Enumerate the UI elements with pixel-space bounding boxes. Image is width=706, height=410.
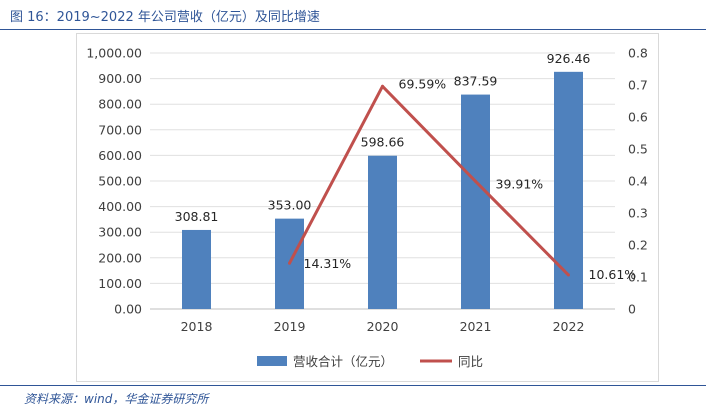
revenue-bar-label: 837.59 <box>454 74 498 89</box>
y-left-tick-label: 800.00 <box>98 97 142 112</box>
legend-bar-label: 营收合计（亿元） <box>293 354 393 369</box>
revenue-bar-label: 308.81 <box>175 209 219 224</box>
y-right-tick-label: 0.6 <box>628 110 648 125</box>
y-left-tick-label: 200.00 <box>98 250 142 265</box>
y-right-tick-label: 0.5 <box>628 142 648 157</box>
y-left-tick-label: 300.00 <box>98 225 142 240</box>
yoy-growth-point <box>288 261 291 265</box>
legend-bar-swatch <box>257 356 287 366</box>
revenue-bar-label: 353.00 <box>268 198 312 213</box>
bottom-rule <box>0 385 706 386</box>
figure-source: 资料来源：wind，华金证券研究所 <box>24 392 209 406</box>
revenue-bar <box>554 71 583 310</box>
y-right-tick-label: 0.4 <box>628 174 648 189</box>
y-left-tick-label: 0.00 <box>114 302 142 317</box>
yoy-growth-point <box>381 84 384 88</box>
x-tick-label: 2022 <box>553 319 585 334</box>
y-right-tick-label: 0.8 <box>628 46 648 61</box>
yoy-growth-point <box>567 273 570 277</box>
x-tick-label: 2021 <box>460 319 492 334</box>
yoy-growth-point <box>474 179 477 183</box>
x-tick-label: 2018 <box>181 319 213 334</box>
yoy-growth-label: 14.31% <box>304 256 352 271</box>
y-right-tick-label: 0.1 <box>628 270 648 285</box>
y-left-tick-label: 700.00 <box>98 122 142 137</box>
yoy-growth-label: 10.61% <box>589 267 637 282</box>
x-tick-label: 2020 <box>367 319 399 334</box>
y-left-tick-label: 500.00 <box>98 174 142 189</box>
y-right-tick-label: 0.2 <box>628 238 648 253</box>
y-left-tick-label: 600.00 <box>98 148 142 163</box>
yoy-growth-line <box>288 84 570 277</box>
yoy-growth-label: 39.91% <box>496 176 544 191</box>
yoy-growth-label: 69.59% <box>399 76 447 91</box>
legend-line-label: 同比 <box>458 354 483 369</box>
y-left-tick-label: 900.00 <box>98 71 142 86</box>
y-right-tick-label: 0 <box>628 302 636 317</box>
revenue-bar <box>368 155 397 309</box>
figure-title: 图 16：2019~2022 年公司营收（亿元）及同比增速 <box>10 10 320 25</box>
x-tick-label: 2019 <box>274 319 306 334</box>
y-right-tick-label: 0.7 <box>628 78 648 93</box>
y-left-tick-label: 400.00 <box>98 199 142 214</box>
revenue-bar-label: 926.46 <box>547 51 591 66</box>
top-rule <box>0 29 706 30</box>
revenue-bar <box>461 94 490 309</box>
y-left-tick-label: 1,000.00 <box>86 46 142 61</box>
y-left-tick-label: 100.00 <box>98 276 142 291</box>
revenue-bar-label: 598.66 <box>361 135 405 150</box>
revenue-bar <box>182 229 211 309</box>
y-right-tick-label: 0.3 <box>628 206 648 221</box>
chart-frame <box>76 33 659 382</box>
